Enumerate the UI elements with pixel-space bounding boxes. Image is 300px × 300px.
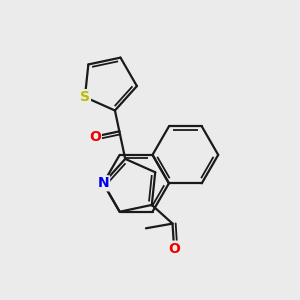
Text: O: O (89, 130, 101, 144)
Text: S: S (80, 90, 90, 104)
Text: N: N (98, 176, 109, 190)
Text: O: O (168, 242, 180, 256)
